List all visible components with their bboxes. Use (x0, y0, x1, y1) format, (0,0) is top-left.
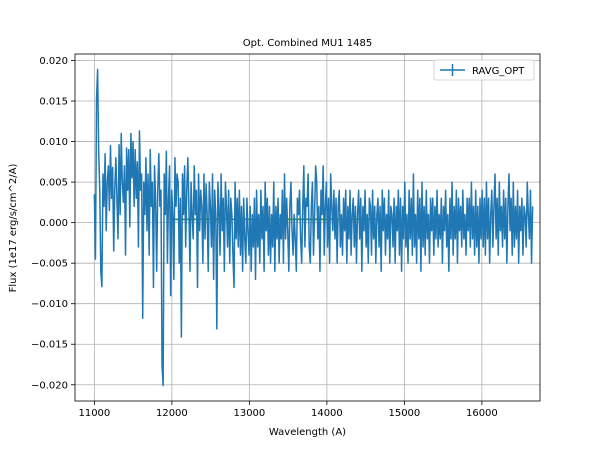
series-ravg-opt (93, 68, 534, 387)
legend: RAVG_OPT (433, 59, 535, 81)
y-tick-label: 0.015 (39, 97, 68, 108)
y-tick-label: −0.020 (31, 380, 68, 391)
x-tick-label: 14000 (311, 408, 343, 419)
y-axis: −0.020 −0.015 −0.010 −0.005 0.000 0.005 0.010 0… (31, 56, 75, 391)
x-tick-label: 16000 (466, 408, 498, 419)
y-axis-title: Flux (1e17 erg/s/cm^2/A) (8, 164, 19, 293)
x-tick-label: 15000 (388, 408, 420, 419)
x-tick-label: 11000 (78, 408, 110, 419)
x-axis: 11000 12000 13000 14000 15000 16000 (78, 401, 498, 419)
y-tick-label: 0.005 (39, 178, 68, 189)
axes-frame (74, 53, 541, 402)
x-tick-label: 13000 (233, 408, 265, 419)
legend-box (433, 59, 535, 81)
y-tick-label: 0.010 (39, 137, 68, 148)
y-tick-label: 0.000 (39, 218, 68, 229)
series-line (93, 68, 534, 387)
y-tick-label: −0.015 (31, 340, 68, 351)
y-tick-label: −0.010 (31, 299, 68, 310)
y-tick-label: −0.005 (31, 259, 68, 270)
x-axis-title: Wavelength (A) (269, 427, 346, 438)
chart-title: Opt. Combined MU1 1485 (243, 38, 372, 49)
legend-label: RAVG_OPT (472, 66, 525, 77)
y-tick-label: 0.020 (39, 56, 68, 67)
x-tick-label: 12000 (156, 408, 188, 419)
